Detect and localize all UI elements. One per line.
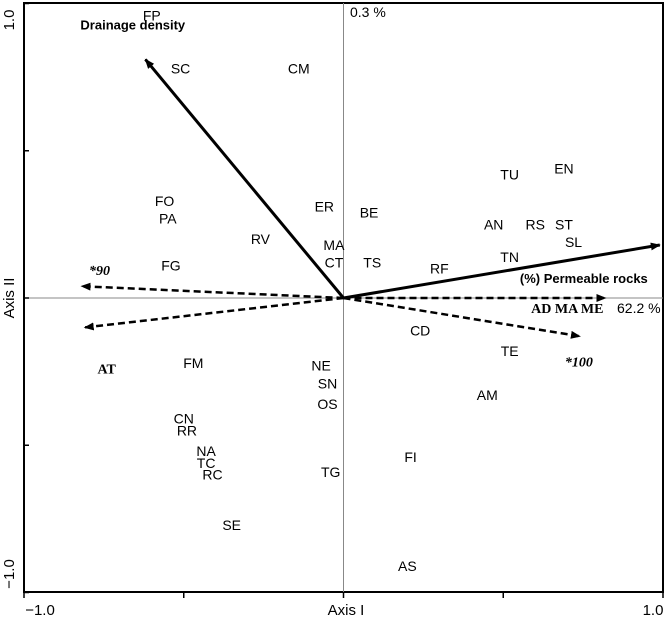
- axis1-percent-label: 62.2 %: [617, 300, 661, 316]
- vector-arrow-at: [83, 296, 344, 331]
- site-label-er: ER: [315, 199, 334, 215]
- axis2-percent-label: 0.3 %: [350, 4, 386, 20]
- site-label-fg: FG: [161, 258, 180, 274]
- site-label-os: OS: [317, 396, 337, 412]
- vector-label-90: *90: [89, 264, 110, 279]
- y-tick-label-max: 1.0: [1, 10, 18, 31]
- site-label-am: AM: [477, 387, 498, 403]
- vector-label-permeable-rocks: (%) Permeable rocks: [520, 271, 648, 286]
- site-label-fp: FP: [143, 7, 161, 23]
- vector-label-at: AT: [97, 362, 116, 377]
- site-label-tc: TC: [197, 455, 216, 471]
- site-label-ne: NE: [311, 358, 330, 374]
- vector-arrow-permeable-rocks: [343, 242, 661, 300]
- site-label-st: ST: [555, 216, 573, 232]
- site-label-rr: RR: [177, 423, 197, 439]
- site-label-tg: TG: [321, 464, 340, 480]
- site-label-ts: TS: [363, 255, 381, 271]
- site-label-an: AN: [484, 216, 503, 232]
- vector-label-drainage-density: Drainage density: [80, 17, 186, 32]
- site-label-rc: RC: [202, 467, 222, 483]
- vector-arrow-100: [343, 296, 581, 339]
- y-tick-label-min: −1.0: [1, 559, 18, 589]
- vector-arrow-90: [80, 282, 344, 300]
- site-label-cm: CM: [288, 60, 310, 76]
- site-label-tu: TU: [500, 166, 519, 182]
- site-label-be: BE: [360, 205, 379, 221]
- site-label-fm: FM: [183, 355, 203, 371]
- site-label-rs: RS: [525, 216, 544, 232]
- site-label-fo: FO: [155, 193, 175, 209]
- site-label-cd: CD: [410, 322, 430, 338]
- site-label-pa: PA: [159, 210, 177, 226]
- site-label-fi: FI: [404, 449, 416, 465]
- site-label-se: SE: [222, 517, 241, 533]
- x-tick-label-max: 1.0: [643, 602, 664, 619]
- site-label-rf: RF: [430, 261, 449, 277]
- x-tick-label-min: −1.0: [25, 602, 55, 619]
- vector-label-100: *100: [565, 355, 593, 370]
- site-label-te: TE: [501, 343, 519, 359]
- site-label-rv: RV: [251, 231, 271, 247]
- site-label-na: NA: [196, 443, 216, 459]
- site-label-as: AS: [398, 558, 417, 574]
- site-label-ma: MA: [323, 237, 345, 253]
- site-label-ct: CT: [325, 255, 344, 271]
- site-label-sn: SN: [318, 375, 337, 391]
- site-label-cn: CN: [174, 411, 194, 427]
- site-label-sc: SC: [171, 60, 190, 76]
- site-label-en: EN: [554, 160, 573, 176]
- site-label-sl: SL: [565, 234, 582, 250]
- y-axis-label: Axis II: [1, 278, 18, 319]
- vector-label-ad-ma-me: AD MA ME: [531, 302, 603, 317]
- x-axis-label: Axis I: [328, 602, 365, 619]
- vector-arrow-drainage-density: [144, 58, 345, 299]
- site-label-tn: TN: [500, 249, 519, 265]
